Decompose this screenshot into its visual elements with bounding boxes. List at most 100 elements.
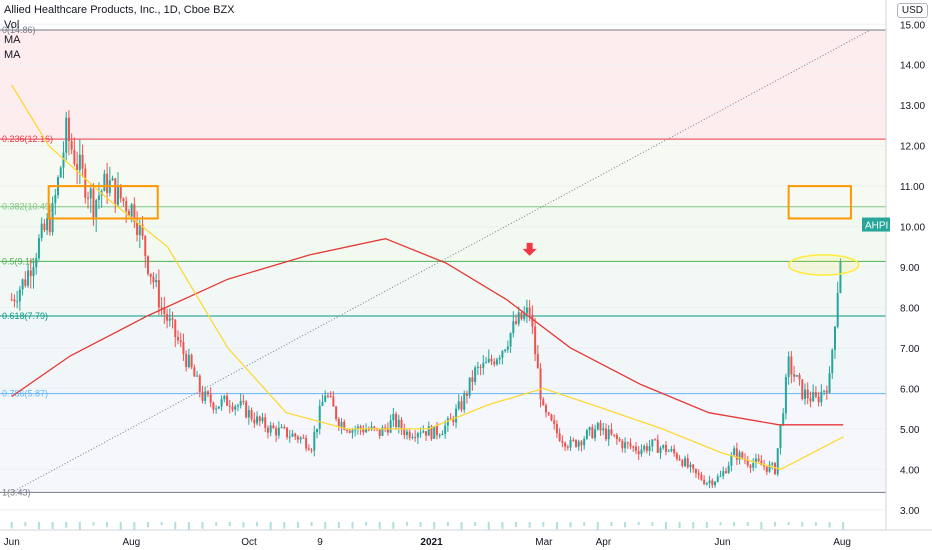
candle-body[interactable] xyxy=(87,197,90,199)
candle-body[interactable] xyxy=(48,218,51,233)
candle-body[interactable] xyxy=(809,398,812,402)
candle-body[interactable] xyxy=(730,455,733,466)
candle-body[interactable] xyxy=(321,401,324,406)
candle-body[interactable] xyxy=(348,430,351,433)
candle-body[interactable] xyxy=(24,279,27,286)
candle-body[interactable] xyxy=(602,428,605,431)
candle-body[interactable] xyxy=(515,321,518,324)
indicator-ma-2[interactable]: MA xyxy=(4,49,21,61)
candle-body[interactable] xyxy=(468,377,471,396)
candle-body[interactable] xyxy=(220,399,223,407)
candle-body[interactable] xyxy=(264,417,267,428)
candle-body[interactable] xyxy=(517,312,520,324)
candle-body[interactable] xyxy=(504,349,507,352)
candle-body[interactable] xyxy=(160,307,163,309)
candle-body[interactable] xyxy=(433,425,436,439)
candle-body[interactable] xyxy=(784,376,787,414)
candle-body[interactable] xyxy=(168,318,171,321)
candle-body[interactable] xyxy=(84,168,87,198)
candle-body[interactable] xyxy=(427,426,430,436)
candle-body[interactable] xyxy=(359,426,362,430)
candle-body[interactable] xyxy=(738,452,741,460)
candle-body[interactable] xyxy=(95,200,98,218)
candle-body[interactable] xyxy=(138,224,141,236)
candle-body[interactable] xyxy=(209,394,212,403)
candle-body[interactable] xyxy=(444,425,447,434)
candle-body[interactable] xyxy=(823,390,826,392)
candle-body[interactable] xyxy=(798,374,801,380)
candle-body[interactable] xyxy=(18,289,21,302)
candle-body[interactable] xyxy=(35,258,38,268)
candle-body[interactable] xyxy=(632,446,635,448)
candle-body[interactable] xyxy=(735,448,738,460)
candle-body[interactable] xyxy=(425,431,428,436)
candle-body[interactable] xyxy=(37,238,40,259)
candle-body[interactable] xyxy=(250,410,253,420)
candle-body[interactable] xyxy=(266,427,269,433)
candle-body[interactable] xyxy=(817,396,820,403)
candle-body[interactable] xyxy=(670,448,673,451)
candle-body[interactable] xyxy=(125,201,128,212)
candle-body[interactable] xyxy=(247,410,250,418)
candle-body[interactable] xyxy=(182,342,185,354)
candle-body[interactable] xyxy=(684,458,687,467)
candle-body[interactable] xyxy=(752,463,755,468)
candle-body[interactable] xyxy=(722,471,725,476)
candle-body[interactable] xyxy=(226,395,229,406)
candle-body[interactable] xyxy=(596,422,599,430)
candle-body[interactable] xyxy=(21,279,24,290)
candle-body[interactable] xyxy=(493,361,496,365)
candle-body[interactable] xyxy=(771,463,774,465)
candle-body[interactable] xyxy=(733,448,736,456)
candle-body[interactable] xyxy=(54,195,57,204)
candle-body[interactable] xyxy=(654,439,657,441)
candle-body[interactable] xyxy=(106,173,109,193)
candle-body[interactable] xyxy=(681,460,684,467)
candle-body[interactable] xyxy=(245,401,248,418)
candle-body[interactable] xyxy=(711,480,714,486)
candle-body[interactable] xyxy=(662,444,665,448)
candle-body[interactable] xyxy=(97,195,100,201)
candle-body[interactable] xyxy=(542,399,545,406)
candle-body[interactable] xyxy=(373,426,376,429)
last-price-tag[interactable] xyxy=(862,217,890,232)
candle-body[interactable] xyxy=(643,445,646,450)
candle-body[interactable] xyxy=(291,433,294,437)
candle-body[interactable] xyxy=(261,417,264,422)
candle-body[interactable] xyxy=(487,358,490,363)
candle-body[interactable] xyxy=(275,428,278,436)
down-arrow-icon[interactable] xyxy=(522,242,537,256)
candle-body[interactable] xyxy=(716,476,719,482)
candle-body[interactable] xyxy=(212,402,215,410)
candle-body[interactable] xyxy=(397,419,400,428)
candle-body[interactable] xyxy=(332,396,335,407)
candle-body[interactable] xyxy=(588,427,591,431)
candle-body[interactable] xyxy=(141,224,144,237)
candle-body[interactable] xyxy=(651,439,654,447)
candle-body[interactable] xyxy=(302,437,305,439)
candle-body[interactable] xyxy=(231,406,234,410)
candle-body[interactable] xyxy=(831,349,834,374)
candle-body[interactable] xyxy=(645,445,648,451)
candle-body[interactable] xyxy=(46,218,49,231)
candle-body[interactable] xyxy=(724,471,727,474)
candle-body[interactable] xyxy=(296,436,299,440)
candle-body[interactable] xyxy=(403,429,406,436)
candle-body[interactable] xyxy=(117,184,120,205)
candle-body[interactable] xyxy=(624,442,627,449)
candle-body[interactable] xyxy=(283,427,286,429)
candle-body[interactable] xyxy=(277,427,280,436)
candle-body[interactable] xyxy=(386,428,389,433)
candle-body[interactable] xyxy=(640,449,643,455)
candle-body[interactable] xyxy=(765,466,768,472)
candle-body[interactable] xyxy=(119,184,122,199)
candle-body[interactable] xyxy=(130,204,133,217)
candle-body[interactable] xyxy=(411,437,414,439)
candle-body[interactable] xyxy=(193,367,196,377)
candle-body[interactable] xyxy=(144,236,147,257)
candle-body[interactable] xyxy=(449,418,452,420)
candle-body[interactable] xyxy=(146,256,149,274)
highlight-rectangle[interactable] xyxy=(47,185,159,220)
candle-body[interactable] xyxy=(337,418,340,428)
